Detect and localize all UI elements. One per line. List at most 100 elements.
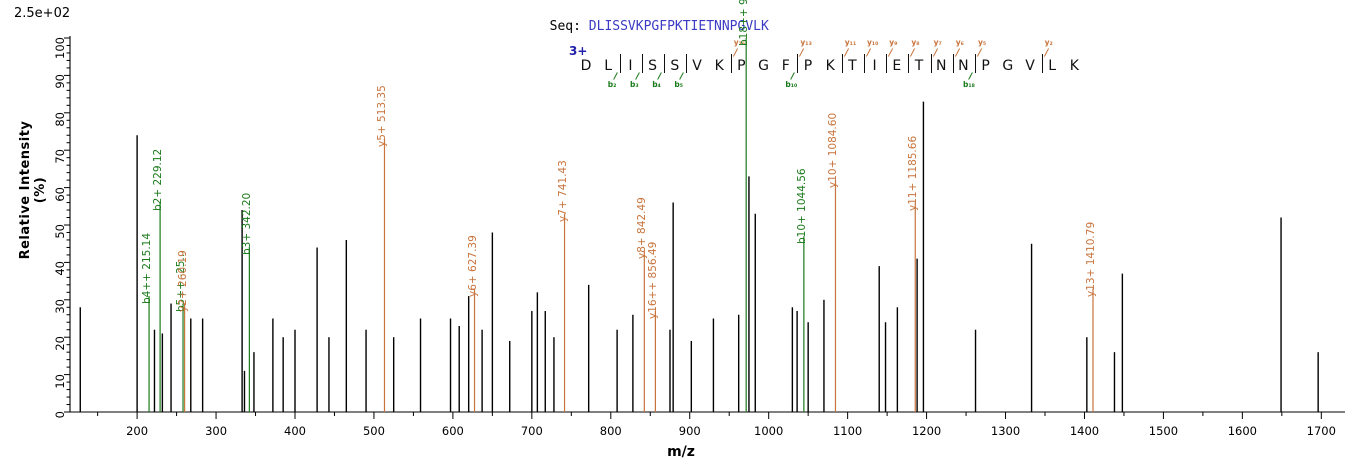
ladder-y-ion-label: y₅ <box>978 38 987 47</box>
ladder-residue: D <box>580 58 592 74</box>
x-axis-tick-label: 200 <box>126 424 149 438</box>
ladder-b-ion-label: b₁₈ <box>963 80 975 89</box>
ladder-b-ion-label: b₃ <box>630 80 639 89</box>
ladder-cut-bar <box>930 54 932 73</box>
ladder-cut-bar <box>642 54 643 73</box>
y-axis-tick-label: 60 <box>53 186 67 202</box>
ladder-cut-bar <box>952 54 954 73</box>
x-axis-tick-label: 1200 <box>911 424 942 438</box>
ladder-cut-bar <box>664 54 666 73</box>
ladder-y-ion-label: y₂ <box>1044 38 1053 47</box>
y-axis-tick-label: 0 <box>53 411 67 419</box>
ladder-y-ion-label: y₁₆ <box>733 38 746 47</box>
ladder-residue: I <box>628 58 633 74</box>
ladder-y-ion-label: y₆ <box>955 38 964 47</box>
ladder-b-ion-label: b₁₀ <box>785 80 798 89</box>
ladder-b-ion-label: b₄ <box>652 80 661 89</box>
x-axis-tick-label: 1000 <box>754 424 784 438</box>
y-axis-tick-label: 20 <box>53 336 67 351</box>
ladder-residue: S <box>648 58 658 74</box>
peak-label: y13+ 1410.79 <box>1084 221 1097 297</box>
ladder-residue: L <box>1048 58 1057 74</box>
peak-label: b10+ 1044.56 <box>795 168 808 245</box>
x-axis-tick-label: 800 <box>599 424 622 438</box>
ladder-y-ion-label: y₈ <box>911 38 920 47</box>
ladder-residue: K <box>1069 58 1079 74</box>
ladder-cut-bar <box>908 54 910 73</box>
ladder-residue: L <box>604 58 613 74</box>
ladder-residue: S <box>670 58 680 74</box>
x-axis-tick-label: 900 <box>678 424 701 438</box>
ladder-cut-bar <box>797 54 799 73</box>
ladder-residue: K <box>714 58 724 74</box>
ladder-residue: P <box>981 58 990 74</box>
charge-state-badge: 3+ <box>569 44 588 58</box>
ladder-b-ion-label: b₂ <box>607 80 617 89</box>
ladder-residue: K <box>825 58 835 74</box>
ladder-residue: I <box>872 58 877 74</box>
ladder-residue: G <box>1002 58 1014 74</box>
ladder-residue: V <box>1025 58 1035 74</box>
sequence-value: DLISSVKPGFPKTIETNNPGVLK <box>588 19 769 34</box>
ladder-cut-bar <box>686 54 688 73</box>
ladder-residue: T <box>848 58 857 74</box>
x-axis-tick-label: 1400 <box>1069 424 1100 438</box>
ladder-cut-bar <box>1041 54 1043 73</box>
ladder-cut-bar <box>841 54 843 73</box>
peak-label: y5+ 513.35 <box>376 85 389 147</box>
x-axis-tick-label: 1100 <box>832 424 863 438</box>
x-axis-tick-label: 1500 <box>1148 424 1179 438</box>
peak-label: y16++ 856.49 <box>647 241 660 320</box>
y-axis-tick-label: 50 <box>53 224 67 239</box>
ladder-residue: F <box>781 58 790 74</box>
ladder-residue: P <box>803 58 813 74</box>
ladder-y-ion-label: y₁₃ <box>800 38 812 47</box>
peak-label: y11+ 1185.66 <box>907 135 920 211</box>
x-axis-tick-label: 500 <box>362 424 385 438</box>
peak-label: y6+ 627.39 <box>466 234 479 297</box>
x-axis-tick-label: 700 <box>520 424 543 438</box>
ladder-y-ion-label: y₉ <box>889 38 898 47</box>
ladder-residue: T <box>914 58 924 74</box>
peak-label: y10+ 1084.60 <box>827 112 840 189</box>
ladder-y-ion-label: y₁₀ <box>867 38 879 47</box>
ladder-residue: G <box>758 58 770 74</box>
y-axis-tick-label: 90 <box>53 74 67 90</box>
y-axis-tick-label: 40 <box>53 261 67 277</box>
ladder-cut-bar <box>975 54 976 73</box>
ladder-cut-bar <box>864 54 865 73</box>
ladder-cut-bar <box>619 54 621 73</box>
intensity-scale-note: 2.5e+02 <box>14 6 71 21</box>
x-axis-tick-label: 1600 <box>1227 424 1257 438</box>
ladder-y-ion-label: y₁₁ <box>844 38 857 47</box>
x-axis-tick-label: 600 <box>441 424 464 438</box>
ladder-cut-bar <box>886 54 888 73</box>
ladder-cut-bar <box>730 54 732 73</box>
peak-label: b18++ 971.49 <box>738 0 751 46</box>
x-axis-tick-label: 400 <box>284 424 306 438</box>
y-axis-tick-label: 30 <box>53 298 67 314</box>
sequence-label: Seq: <box>549 19 581 34</box>
x-axis-tick-label: 1700 <box>1306 424 1336 438</box>
ladder-y-ion-label: y₇ <box>933 38 942 47</box>
ladder-b-ion-label: b₅ <box>674 80 684 89</box>
peak-label: b2+ 229.12 <box>152 148 165 211</box>
peak-label: y2+ 260.19 <box>176 249 189 312</box>
y-axis-tick-label: 70 <box>53 149 67 164</box>
y-axis-tick-label: 100 <box>53 37 67 59</box>
ladder-residue: V <box>692 58 702 74</box>
ladder-residue: N <box>935 58 947 74</box>
ladder-residue: N <box>958 58 969 74</box>
ladder-residue: E <box>892 58 902 74</box>
x-axis-tick-label: 1300 <box>990 424 1021 438</box>
x-axis-label: m/z <box>667 444 695 460</box>
sequence-header: Seq: DLISSVKPGFPKTIETNNPGVLK <box>534 4 769 34</box>
y-axis-tick-label: 80 <box>53 111 67 127</box>
x-axis-tick-label: 300 <box>205 424 228 438</box>
ladder-residue: P <box>737 58 746 74</box>
peak-label: b4++ 215.14 <box>141 233 154 305</box>
peak-label: y7+ 741.43 <box>556 159 569 222</box>
y-axis-tick-label: 10 <box>53 373 67 389</box>
